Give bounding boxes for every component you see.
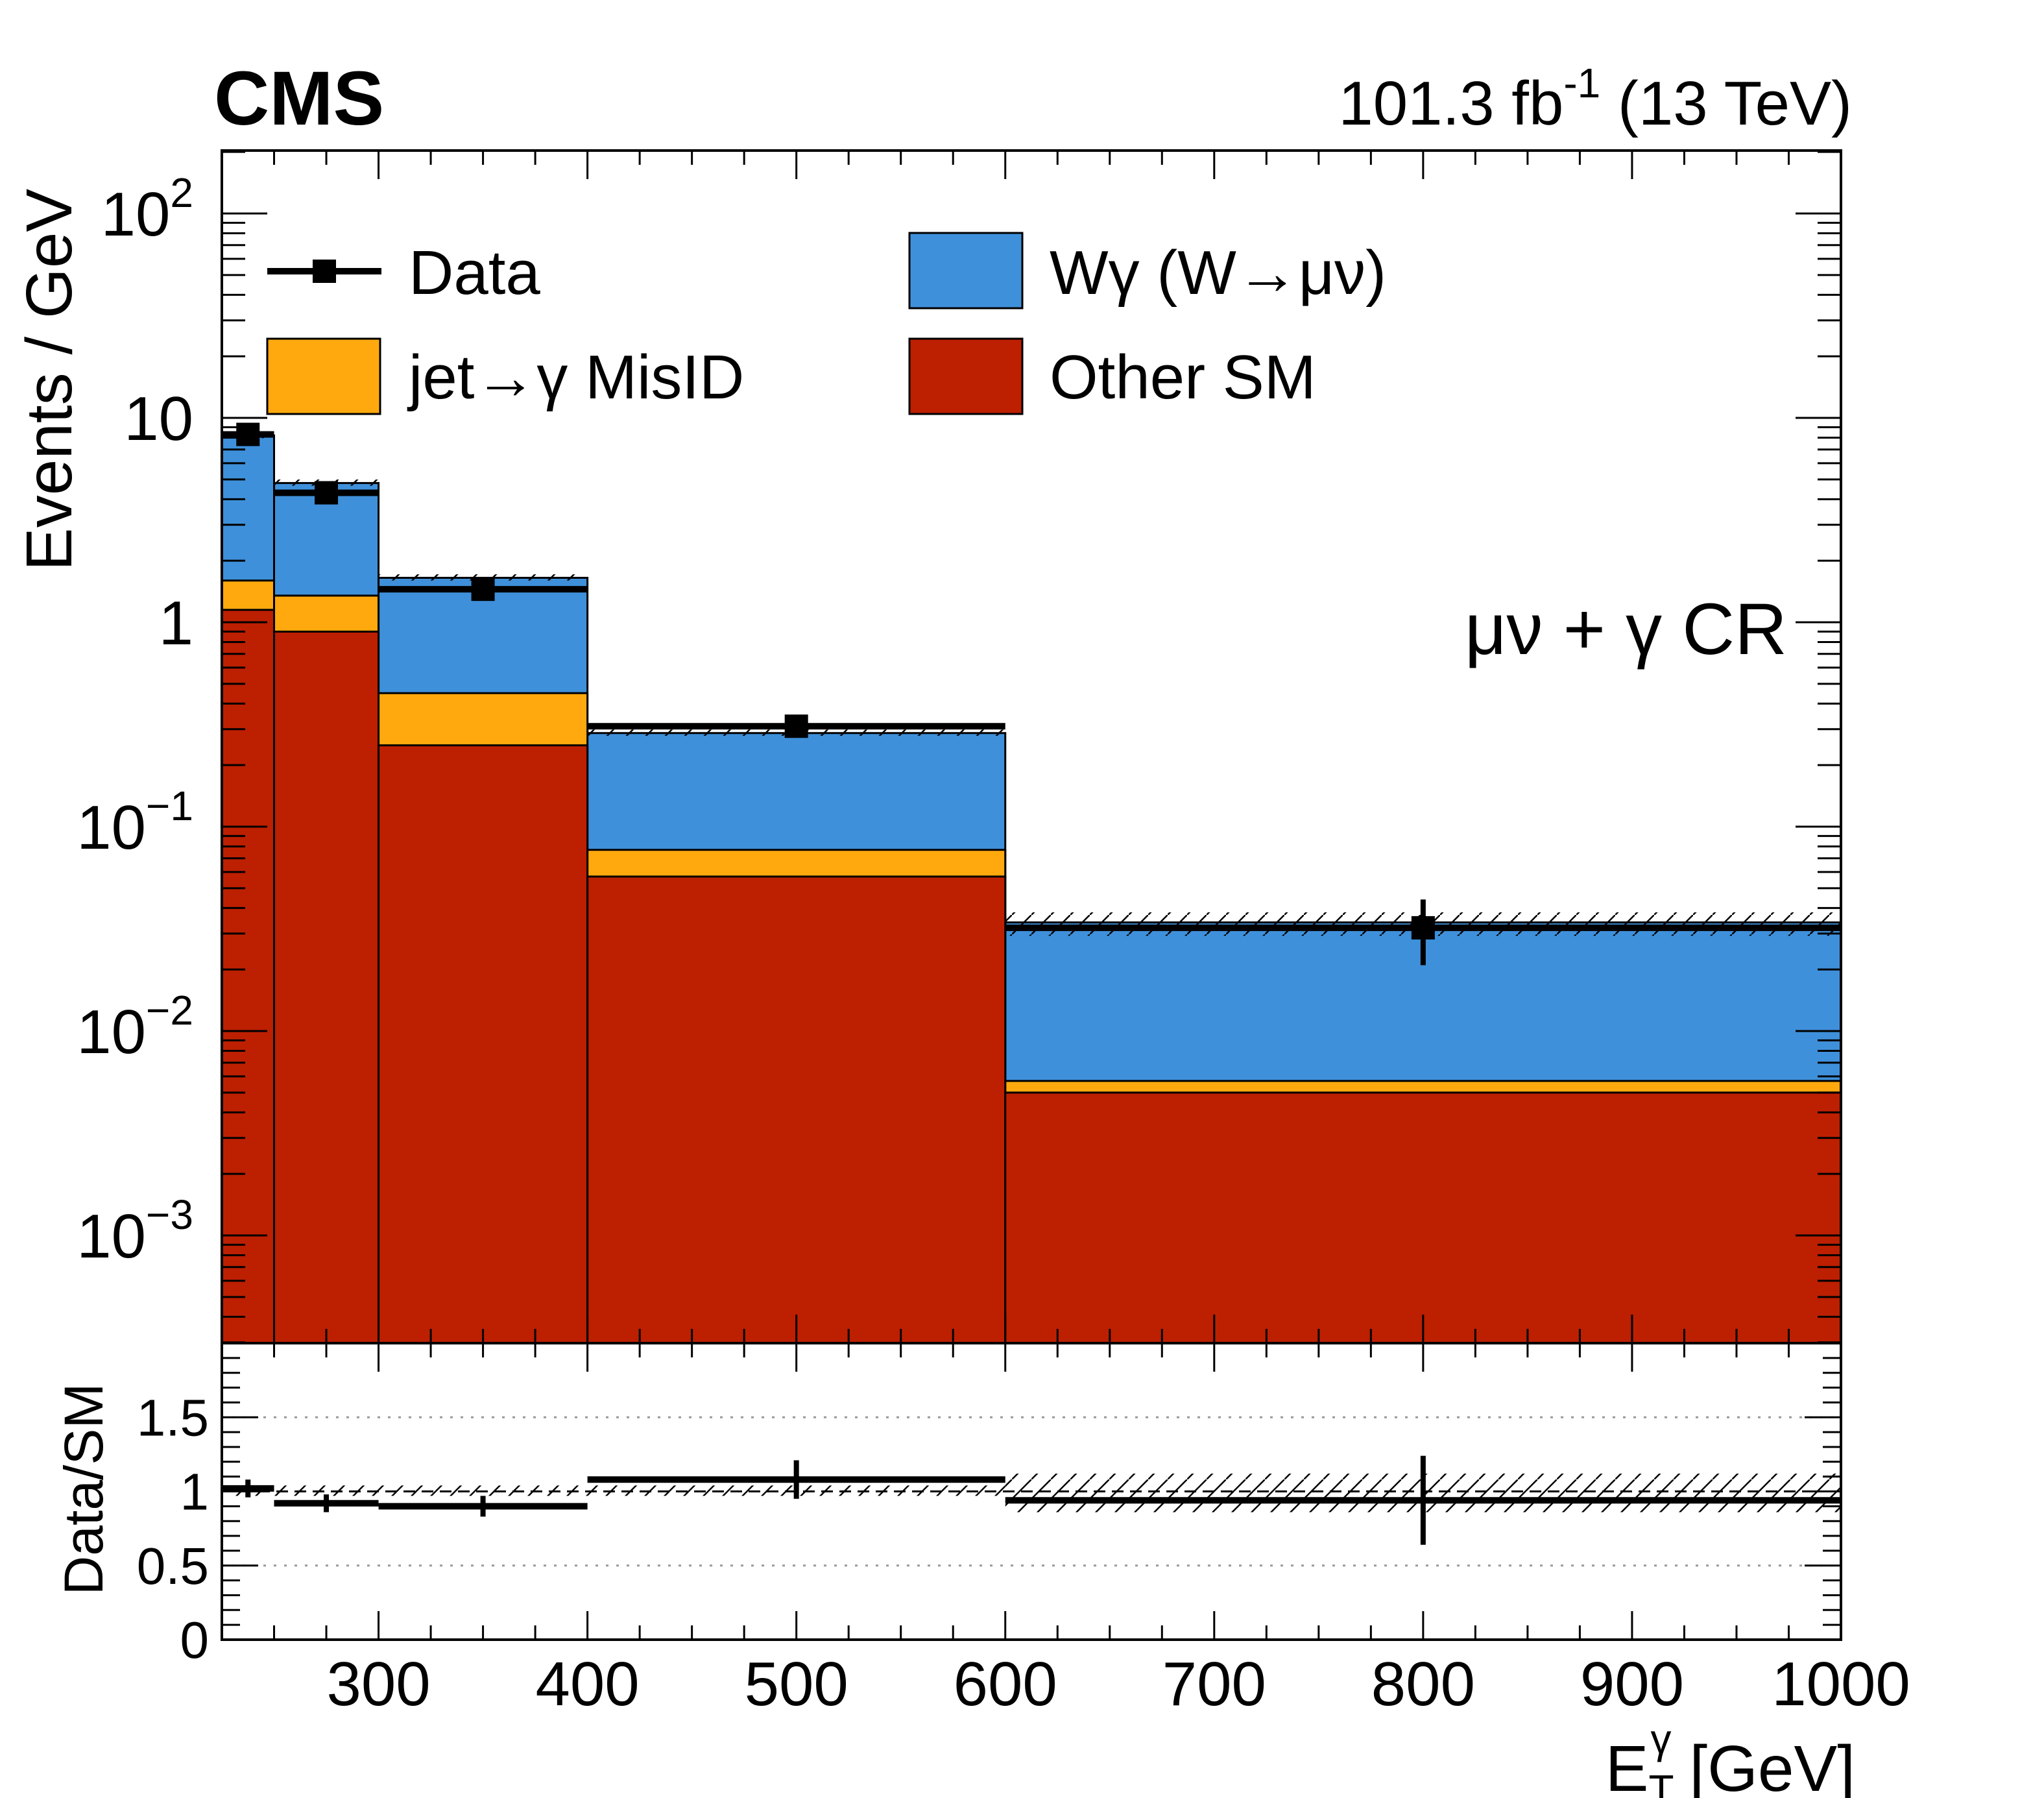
data-point bbox=[587, 714, 1005, 738]
cms-label: CMS bbox=[214, 56, 384, 141]
ratio-y-tick-label: 0 bbox=[180, 1611, 210, 1669]
legend-item-other: Other SM bbox=[908, 337, 1316, 415]
data-points bbox=[222, 422, 1841, 966]
x-tick-label: 800 bbox=[1371, 1649, 1475, 1719]
luminosity-label: 101.3 fb-1 (13 TeV) bbox=[1338, 60, 1852, 138]
ratio-point bbox=[274, 1494, 379, 1513]
luminosity-value: 101.3 fb bbox=[1338, 69, 1563, 138]
data-marker bbox=[1411, 916, 1435, 940]
y-tick-label: 10−3 bbox=[77, 1191, 193, 1271]
legend-item-wgamma: Wγ (W→μν) bbox=[908, 232, 1386, 310]
ratio-point bbox=[587, 1460, 1005, 1499]
data-marker bbox=[471, 577, 495, 601]
energy-label: (13 TeV) bbox=[1618, 69, 1852, 138]
data-marker bbox=[784, 714, 808, 738]
main-y-tick-labels: 10−3 10−2 10−1 1 10 102 bbox=[77, 169, 193, 1271]
x-tick-label: 300 bbox=[326, 1649, 430, 1719]
ratio-point bbox=[222, 1479, 274, 1498]
data-point bbox=[378, 577, 588, 601]
x-axis-unit: [GeV] bbox=[1689, 1732, 1855, 1798]
legend-swatch-other bbox=[908, 337, 1024, 415]
ratio-axis-ticks bbox=[221, 1343, 1842, 1641]
bar-other-2 bbox=[378, 744, 589, 1343]
x-tick-label: 600 bbox=[954, 1649, 1057, 1719]
x-tick-label: 700 bbox=[1162, 1649, 1266, 1719]
y-tick-label: 10 bbox=[124, 384, 193, 454]
ratio-y-tick-label: 0.5 bbox=[137, 1537, 209, 1595]
ratio-gridlines bbox=[222, 1416, 1841, 1567]
data-marker bbox=[236, 422, 260, 446]
ratio-point bbox=[378, 1496, 588, 1517]
legend: Data Wγ (W→μν) jet→γ MisID Other SM bbox=[266, 232, 1386, 415]
x-axis-subscript: T bbox=[1648, 1766, 1674, 1798]
y-axis-title: Events / GeV bbox=[13, 189, 86, 571]
stacked-histogram bbox=[222, 434, 1841, 1343]
luminosity-exponent: -1 bbox=[1563, 60, 1600, 106]
x-tick-label: 1000 bbox=[1772, 1649, 1910, 1719]
bar-other-4 bbox=[1004, 1091, 1841, 1343]
x-axis-title: ETγ [GeV] bbox=[1605, 1716, 1855, 1798]
legend-label-wgamma: Wγ (W→μν) bbox=[1050, 238, 1386, 308]
data-marker bbox=[315, 481, 339, 505]
bar-other-1 bbox=[273, 630, 380, 1343]
x-tick-label: 400 bbox=[536, 1649, 640, 1719]
legend-item-misid: jet→γ MisID bbox=[266, 337, 744, 415]
main-plot: 10−3 10−2 10−1 1 10 102 bbox=[77, 149, 1842, 1344]
x-axis-symbol: E bbox=[1605, 1732, 1649, 1798]
y-tick-label: 1 bbox=[159, 589, 193, 658]
legend-swatch-misid bbox=[266, 337, 381, 415]
ratio-point bbox=[1005, 1455, 1841, 1545]
bar-other-3 bbox=[586, 875, 1007, 1343]
x-tick-labels: 300 400 500 600 700 800 900 1000 bbox=[326, 1649, 1910, 1719]
ratio-points bbox=[222, 1455, 1841, 1545]
sm-unc-2 bbox=[378, 574, 588, 581]
legend-label-other: Other SM bbox=[1050, 343, 1316, 412]
legend-item-data: Data bbox=[267, 238, 540, 308]
y-tick-label: 10−1 bbox=[77, 783, 193, 862]
ratio-y-axis-title: Data/SM bbox=[53, 1383, 114, 1596]
ratio-plot: 0 0.5 1 1.5 300 400 500 600 700 800 900 1000 bbox=[137, 1342, 1910, 1719]
bar-other-0 bbox=[222, 609, 276, 1343]
ratio-y-tick-label: 1 bbox=[180, 1463, 210, 1521]
x-tick-label: 500 bbox=[745, 1649, 848, 1719]
ratio-unc-1 bbox=[274, 1485, 379, 1496]
y-tick-label: 10−2 bbox=[77, 987, 193, 1067]
legend-data-marker bbox=[313, 260, 336, 283]
x-axis-superscript: γ bbox=[1651, 1716, 1672, 1762]
main-axis-ticks bbox=[221, 151, 1842, 1344]
legend-label-misid: jet→γ MisID bbox=[407, 343, 744, 412]
legend-label-data: Data bbox=[409, 238, 540, 308]
ratio-y-tick-labels: 0 0.5 1 1.5 bbox=[137, 1389, 209, 1669]
data-point bbox=[1005, 899, 1841, 966]
region-label: μν + γ CR bbox=[1465, 589, 1787, 670]
y-tick-label: 102 bbox=[101, 169, 193, 249]
x-tick-label: 900 bbox=[1580, 1649, 1684, 1719]
data-point bbox=[274, 481, 379, 505]
ratio-y-tick-label: 1.5 bbox=[137, 1389, 209, 1446]
legend-swatch-wgamma bbox=[908, 232, 1024, 310]
